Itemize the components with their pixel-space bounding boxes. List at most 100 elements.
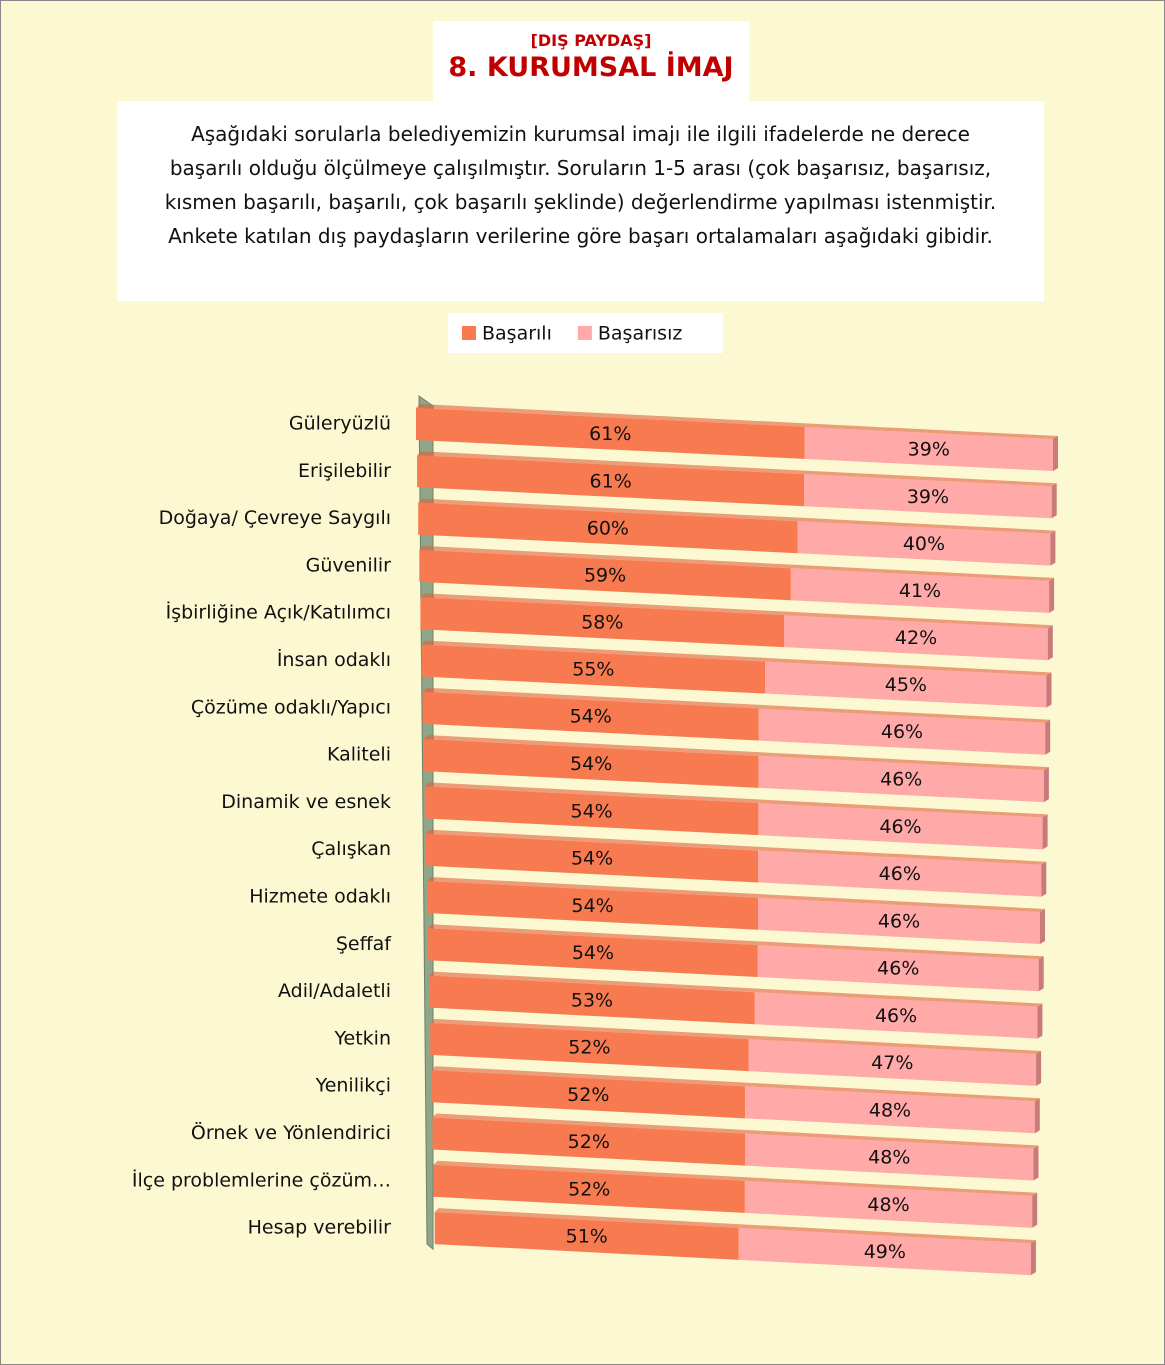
value-label: 45% xyxy=(885,674,927,696)
bar-top xyxy=(433,1160,1038,1196)
value-label: 47% xyxy=(871,1052,913,1074)
category-label: Doğaya/ Çevreye Saygılı xyxy=(159,507,391,529)
bar-segment xyxy=(428,928,758,978)
bar-top xyxy=(419,545,1055,581)
value-label: 46% xyxy=(881,721,923,743)
value-label: 49% xyxy=(864,1241,906,1263)
bar-segment xyxy=(433,1164,745,1213)
bar-segment xyxy=(745,1133,1034,1181)
value-label: 48% xyxy=(869,1099,911,1121)
category-label: Çözüme odaklı/Yapıcı xyxy=(191,696,391,718)
bar-end-cap xyxy=(1034,1098,1040,1134)
bar-segment xyxy=(784,615,1048,661)
category-label: Şeffaf xyxy=(336,933,392,955)
category-label: İşbirliğine Açık/Katılımcı xyxy=(166,601,391,624)
bar-top xyxy=(418,498,1056,534)
value-label: 41% xyxy=(899,580,941,602)
value-label: 53% xyxy=(571,989,613,1011)
bar-segment xyxy=(424,786,759,836)
bar-segment xyxy=(422,691,759,741)
value-label: 46% xyxy=(880,768,922,790)
value-label: 40% xyxy=(903,533,945,555)
bar-end-cap xyxy=(1042,814,1048,850)
bar-segment xyxy=(754,992,1038,1039)
bar-segment xyxy=(423,739,759,788)
bar-top xyxy=(416,404,1058,439)
bar-segment xyxy=(804,426,1053,471)
value-label: 61% xyxy=(590,470,632,492)
bar-end-cap xyxy=(1047,625,1053,661)
legend: Başarılı Başarısız xyxy=(448,313,723,353)
bar-segment xyxy=(748,1039,1037,1086)
category-label: Kaliteli xyxy=(327,744,391,766)
bar-end-cap xyxy=(1030,1240,1036,1276)
bar-segment xyxy=(429,975,755,1025)
value-label: 61% xyxy=(589,423,631,445)
bar-segment xyxy=(744,1180,1033,1228)
category-label: Adil/Adaletli xyxy=(278,980,391,1002)
bar-top xyxy=(423,735,1049,771)
bar-segment xyxy=(758,850,1042,897)
bar-segment xyxy=(757,945,1039,992)
bar-segment xyxy=(416,408,805,459)
bar-end-cap xyxy=(1032,1192,1038,1228)
bar-segment xyxy=(432,1117,746,1166)
bar-top xyxy=(434,1208,1036,1244)
bar-segment xyxy=(758,708,1046,755)
bar-segment xyxy=(738,1227,1031,1276)
legend-label: Başarısız xyxy=(598,323,682,345)
value-label: 54% xyxy=(571,848,613,870)
value-label: 58% xyxy=(581,612,623,634)
value-label: 46% xyxy=(878,910,920,932)
value-label: 52% xyxy=(568,1037,610,1059)
value-label: 46% xyxy=(879,863,921,885)
bar-end-cap xyxy=(1043,767,1049,803)
value-label: 46% xyxy=(875,1005,917,1027)
bar-segment xyxy=(431,1070,746,1119)
category-label: İlçe problemlerine çözüm… xyxy=(132,1168,391,1191)
value-label: 52% xyxy=(568,1178,610,1200)
value-label: 52% xyxy=(568,1131,610,1153)
value-label: 54% xyxy=(570,800,612,822)
bar-segment xyxy=(421,644,766,694)
bar-top xyxy=(432,1113,1039,1149)
category-label: Örnek ve Yönlendirici xyxy=(191,1121,391,1144)
bar-top xyxy=(420,593,1053,629)
value-label: 54% xyxy=(571,895,613,917)
category-label: İnsan odaklı xyxy=(277,648,391,671)
bar-end-cap xyxy=(1046,672,1052,708)
bar-top xyxy=(417,451,1057,487)
bar-segment xyxy=(430,1022,749,1072)
value-label: 46% xyxy=(879,816,921,838)
legend-swatch xyxy=(577,326,592,340)
bar-end-cap xyxy=(1053,436,1058,471)
bar-end-cap xyxy=(1051,483,1057,519)
bar-top xyxy=(427,877,1045,912)
value-label: 54% xyxy=(570,753,612,775)
bar-segment xyxy=(758,755,1044,803)
description: Aşağıdaki sorularla belediyemizin kurums… xyxy=(117,101,1044,301)
category-label: Erişilebilir xyxy=(298,460,391,482)
bar-segment xyxy=(745,1086,1035,1134)
category-label: Güleryüzlü xyxy=(289,413,391,435)
chart-wall xyxy=(418,395,434,1251)
bar-segment xyxy=(758,897,1040,944)
bar-segment xyxy=(425,833,759,883)
value-label: 48% xyxy=(867,1194,909,1216)
category-label: Hizmete odaklı xyxy=(249,886,391,908)
bar-end-cap xyxy=(1045,719,1051,755)
bar-segment xyxy=(765,661,1047,708)
bar-top xyxy=(429,971,1043,1007)
bar-top xyxy=(425,829,1047,865)
bar-top xyxy=(421,640,1052,676)
value-label: 59% xyxy=(584,565,626,587)
bar-end-cap xyxy=(1040,909,1045,944)
bar-segment xyxy=(418,502,798,554)
value-label: 60% xyxy=(587,517,629,539)
value-label: 54% xyxy=(570,706,612,728)
value-label: 39% xyxy=(907,486,949,508)
bar-segment xyxy=(804,474,1052,519)
category-label: Güvenilir xyxy=(306,554,392,576)
bar-top xyxy=(424,782,1048,818)
